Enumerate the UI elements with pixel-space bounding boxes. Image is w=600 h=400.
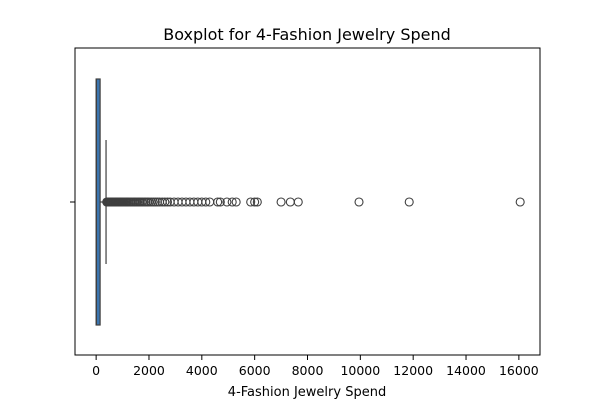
outlier-point	[515, 197, 525, 207]
outlier-point	[246, 197, 256, 207]
outlier-point	[293, 197, 303, 207]
x-tick-label: 0	[92, 363, 100, 378]
x-tick-label: 16000	[499, 363, 539, 378]
outlier-point	[160, 197, 170, 207]
outlier-point	[213, 197, 223, 207]
plot-area	[95, 78, 525, 326]
chart-title: Boxplot for 4-Fashion Jewelry Spend	[163, 25, 451, 44]
x-tick-label: 14000	[446, 363, 486, 378]
outlier-point	[231, 197, 241, 207]
outlier-point	[404, 197, 414, 207]
outlier-point	[250, 197, 260, 207]
x-axis-label: 4-Fashion Jewelry Spend	[228, 385, 386, 400]
x-tick-label: 6000	[239, 363, 271, 378]
outlier-point	[162, 197, 173, 207]
x-tick-label: 4000	[186, 363, 218, 378]
x-tick-label: 12000	[393, 363, 433, 378]
x-tick-label: 10000	[340, 363, 380, 378]
x-tick-label: 2000	[133, 363, 165, 378]
x-tick-label: 8000	[292, 363, 324, 378]
outlier-point	[276, 197, 286, 207]
outlier-point	[222, 197, 232, 207]
outlier-point	[285, 197, 295, 207]
outlier-point	[252, 197, 262, 207]
outlier-point	[201, 197, 211, 207]
x-axis-ticks: 0 2000 4000 6000 8000 10000 12000 14000 16000	[92, 355, 539, 378]
outlier-point	[354, 197, 364, 207]
outlier-point	[215, 197, 225, 207]
outlier-point	[227, 197, 237, 207]
